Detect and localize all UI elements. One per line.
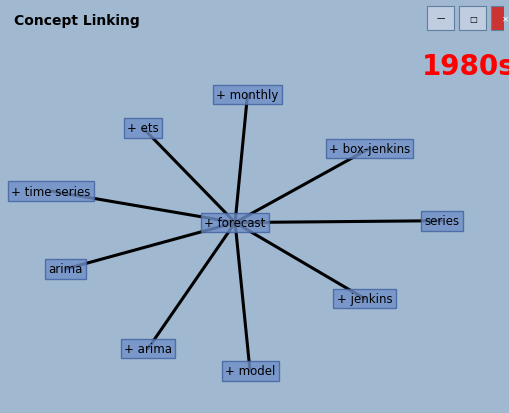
Text: + box-jenkins: + box-jenkins bbox=[328, 142, 409, 156]
Text: + jenkins: + jenkins bbox=[336, 292, 391, 305]
Text: ✕: ✕ bbox=[501, 14, 507, 24]
Text: + time series: + time series bbox=[11, 185, 91, 198]
Text: □: □ bbox=[468, 14, 476, 24]
Text: Concept Linking: Concept Linking bbox=[14, 14, 139, 28]
Text: + ets: + ets bbox=[127, 122, 159, 135]
Text: 1980s: 1980s bbox=[421, 53, 509, 81]
Text: —: — bbox=[435, 14, 444, 24]
Text: + arima: + arima bbox=[124, 342, 172, 355]
Text: arima: arima bbox=[48, 263, 83, 276]
FancyBboxPatch shape bbox=[426, 7, 453, 31]
Text: + monthly: + monthly bbox=[216, 89, 278, 102]
Text: + forecast: + forecast bbox=[204, 216, 265, 230]
FancyBboxPatch shape bbox=[458, 7, 486, 31]
Text: series: series bbox=[423, 215, 458, 228]
Text: + model: + model bbox=[224, 365, 275, 377]
FancyBboxPatch shape bbox=[491, 7, 509, 31]
